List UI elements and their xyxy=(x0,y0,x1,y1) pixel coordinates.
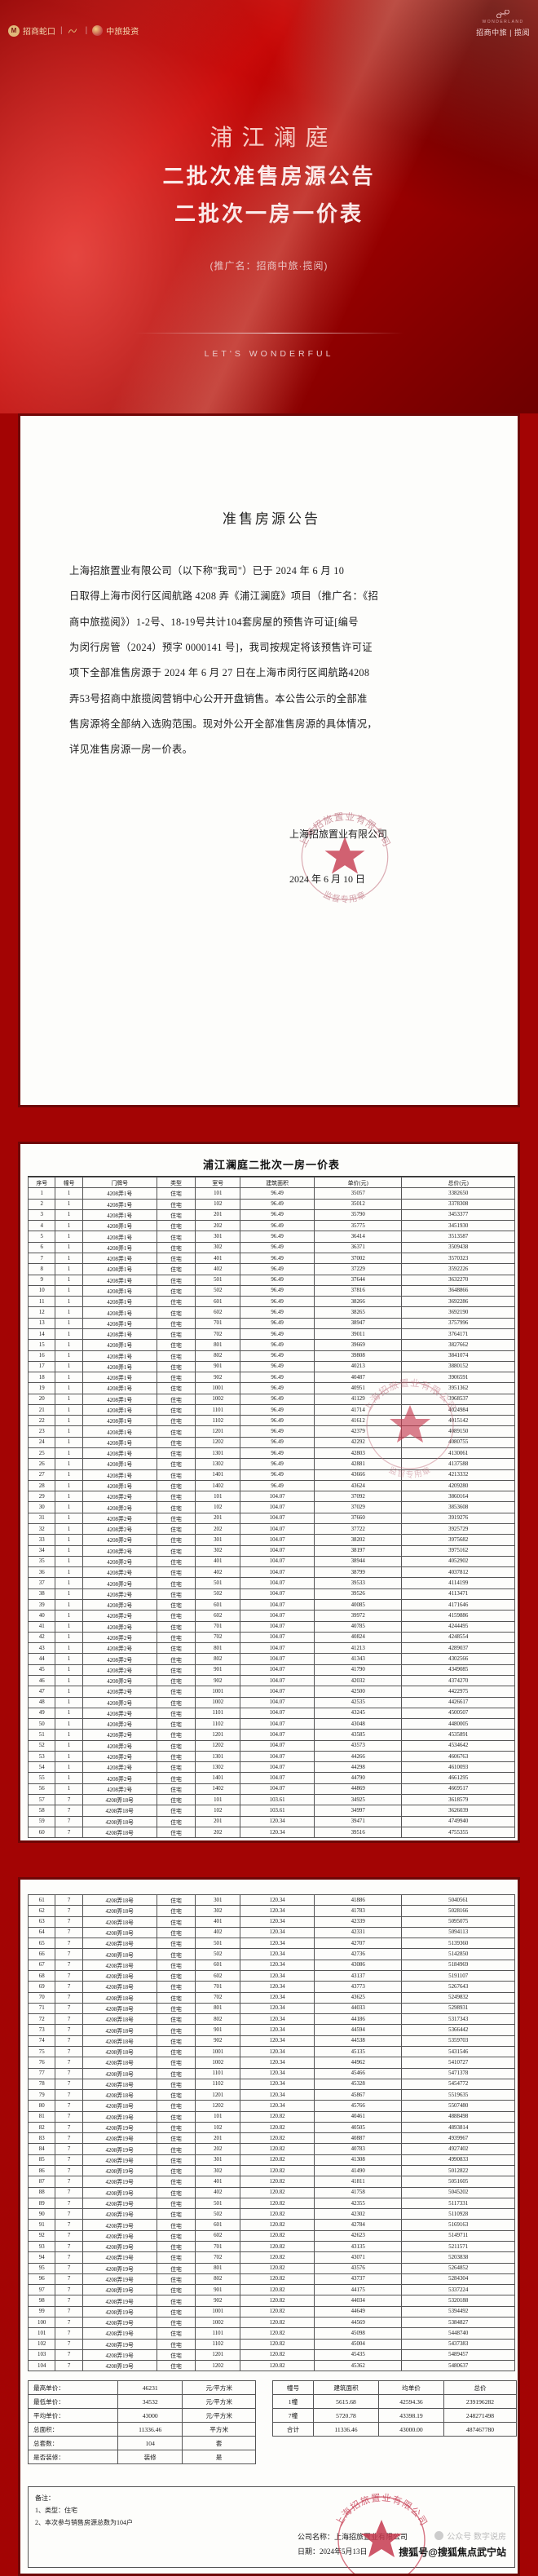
svg-text:监督专用章: 监督专用章 xyxy=(322,889,368,904)
